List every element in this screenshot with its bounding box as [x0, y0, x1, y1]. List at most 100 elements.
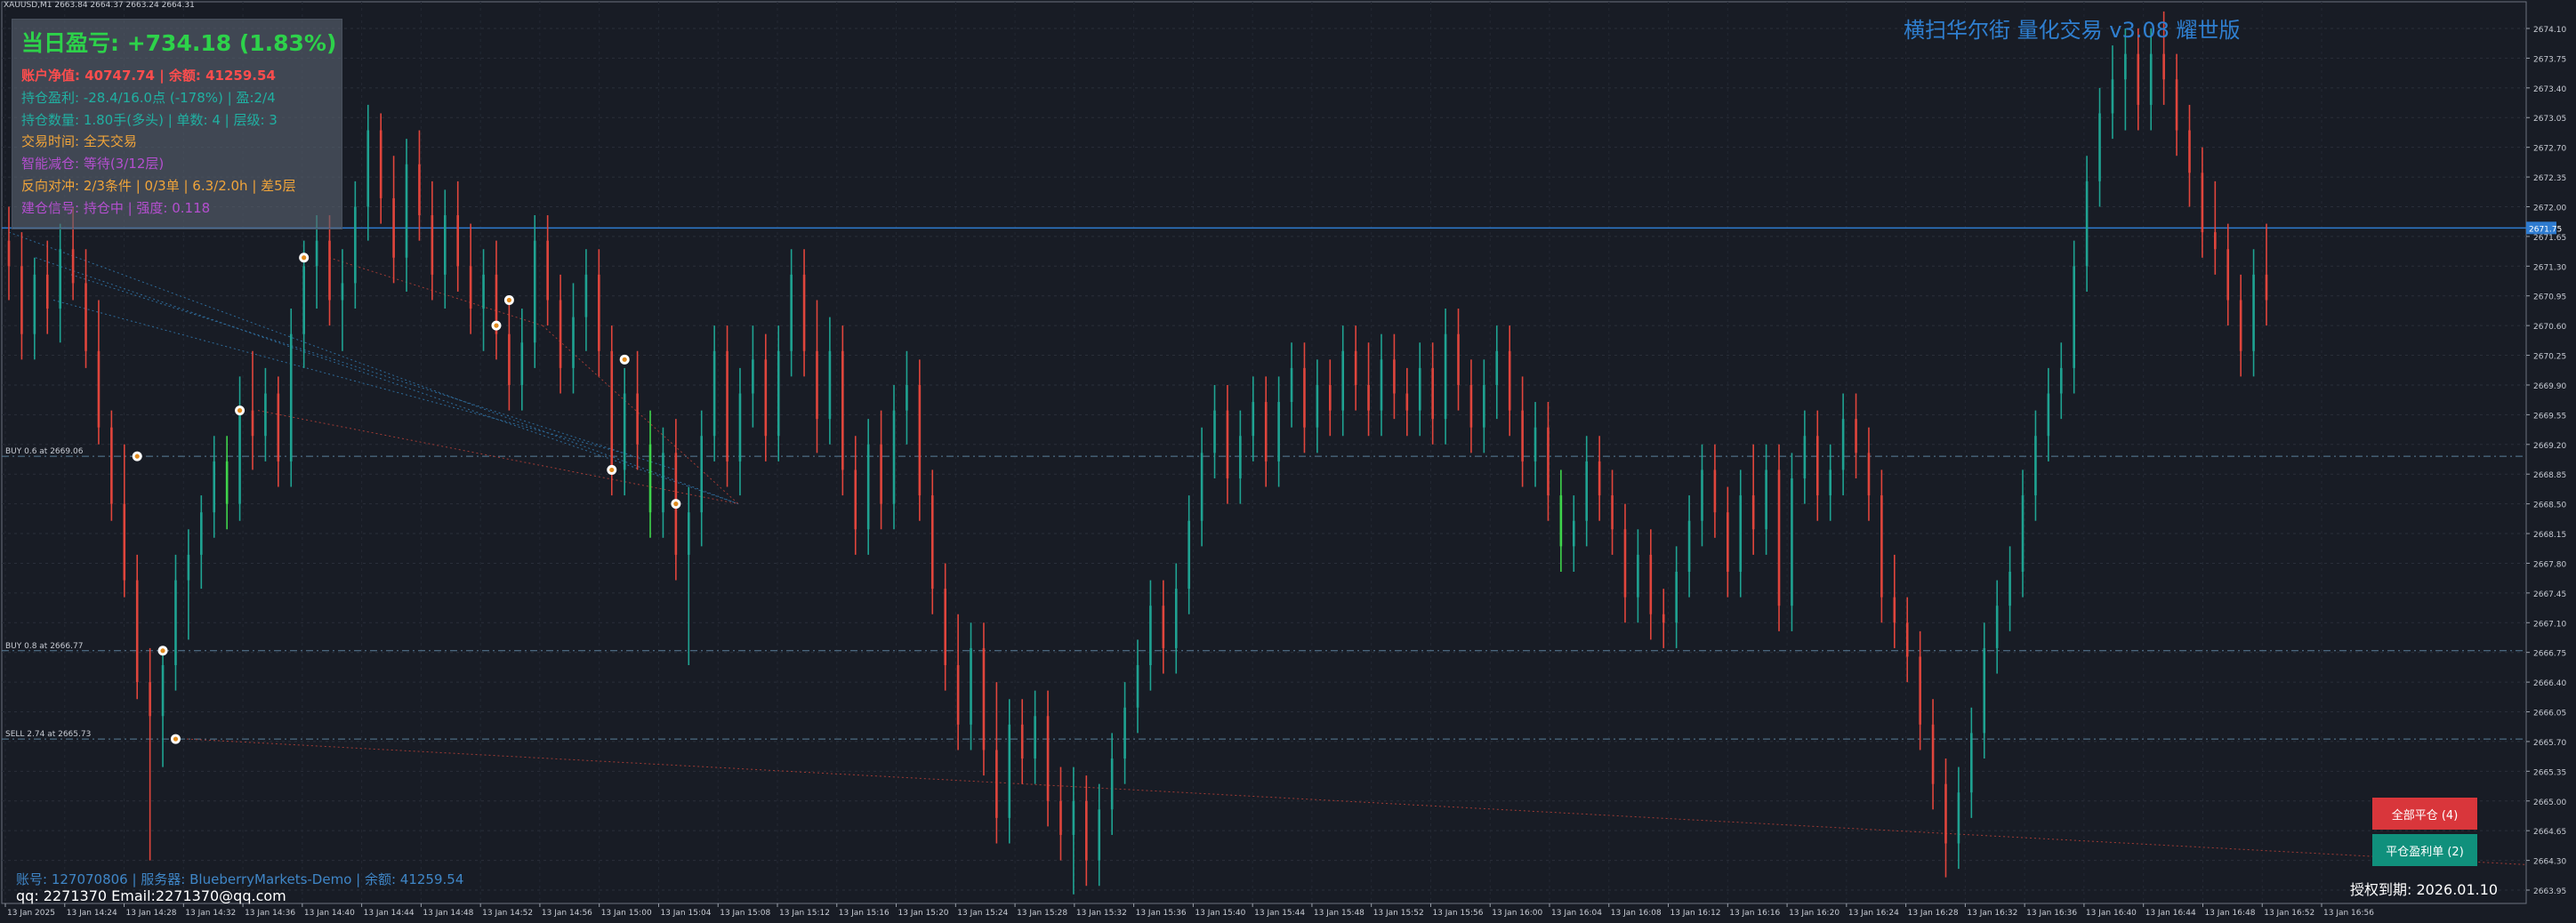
- time-axis-label: 13 Jan 15:00: [601, 909, 652, 918]
- candle-body: [1059, 800, 1062, 835]
- candle-body: [572, 317, 575, 368]
- candle-body: [1316, 384, 1319, 428]
- close-profit-button[interactable]: 平仓盈利单 (2): [2372, 834, 2477, 866]
- candle-body: [1534, 427, 1537, 462]
- price-axis-label: 2666.05: [2533, 710, 2566, 718]
- time-axis-label: 13 Jan 15:04: [660, 909, 711, 918]
- candle-body: [1662, 614, 1665, 623]
- candle-body: [1508, 350, 1511, 411]
- trade-connector: [542, 325, 739, 504]
- candle-body: [1791, 478, 1793, 606]
- candle-body: [1623, 529, 1627, 598]
- time-axis-label: 13 Jan 15:28: [1017, 909, 1067, 918]
- candle-body: [854, 470, 857, 530]
- time-axis-label: 13 Jan 15:48: [1314, 909, 1364, 918]
- trade-marker-dot: [673, 502, 679, 507]
- candle-body: [866, 444, 870, 530]
- candle-body: [906, 384, 908, 411]
- panel-row: 反向对冲: 2/3条件 | 0/3单 | 6.3/2.0h | 差5层: [21, 178, 296, 194]
- candle-body: [392, 197, 395, 258]
- candle-body: [1867, 453, 1871, 496]
- trade-connector: [8, 231, 739, 505]
- current-price-label: 2671.75: [2529, 225, 2562, 234]
- candle-body: [2085, 181, 2089, 267]
- candle-body: [1739, 495, 1743, 572]
- candle-body: [2059, 367, 2063, 394]
- candle-body: [110, 427, 113, 504]
- candle-body: [1995, 606, 1999, 648]
- price-axis-label: 2666.40: [2533, 679, 2566, 688]
- order-line-label: BUY 0.6 at 2669.06: [5, 447, 84, 456]
- price-axis-label: 2666.75: [2533, 650, 2566, 659]
- time-axis-label: 13 Jan 16:16: [1729, 909, 1780, 918]
- time-axis-label: 13 Jan 16:36: [2026, 909, 2077, 918]
- panel-row: 建仓信号: 持仓中 | 强度: 0.118: [21, 199, 211, 216]
- close-all-button[interactable]: 全部平仓 (4): [2372, 798, 2477, 830]
- candle-body: [97, 350, 101, 428]
- candle-body: [790, 274, 793, 351]
- candle-body: [1174, 589, 1178, 648]
- candle-body: [1020, 724, 1024, 759]
- candle-body: [1765, 470, 1767, 530]
- candle-body: [662, 453, 664, 513]
- price-axis-label: 2673.40: [2533, 85, 2566, 94]
- candle-body: [2098, 113, 2101, 181]
- order-line-label: BUY 0.8 at 2666.77: [5, 642, 83, 651]
- current-price-tag: [2526, 221, 2556, 235]
- candle-body: [2162, 53, 2165, 80]
- candle-body: [828, 350, 832, 420]
- candle-body: [1393, 359, 1396, 394]
- time-axis-label: 13 Jan 15:36: [1136, 909, 1187, 918]
- candle-body: [1405, 393, 1409, 411]
- trade-connector: [186, 738, 2527, 865]
- candle-body: [944, 589, 946, 666]
- candle-body: [559, 300, 562, 368]
- time-axis-label: 13 Jan 16:48: [2204, 909, 2255, 918]
- candle-body: [1418, 367, 1421, 411]
- symbol-info: XAUUSD,M1 2663.84 2664.37 2663.24 2664.3…: [4, 1, 195, 10]
- candle-body: [2021, 495, 2025, 572]
- price-axis-label: 2668.15: [2533, 531, 2566, 540]
- candle-body: [1046, 716, 1050, 801]
- candle-body: [302, 266, 305, 334]
- candle-body: [982, 647, 986, 750]
- candle-body: [7, 240, 11, 267]
- price-axis-label: 2671.30: [2533, 263, 2566, 272]
- time-axis-label: 13 Jan 14:28: [126, 909, 177, 918]
- candle-body: [598, 274, 600, 351]
- candle-body: [2149, 53, 2153, 105]
- candle-body: [33, 274, 36, 334]
- candle-body: [2188, 130, 2191, 173]
- candle-body: [995, 750, 998, 818]
- candle-body: [1162, 606, 1165, 648]
- price-axis-label: 2672.00: [2533, 204, 2566, 213]
- candle-body: [712, 350, 716, 437]
- time-axis-label: 13 Jan 14:32: [185, 909, 236, 918]
- candle-body: [546, 240, 549, 301]
- order-line-label: SELL 2.74 at 2665.73: [5, 730, 91, 739]
- time-axis-label: 13 Jan 14:44: [364, 909, 415, 918]
- trade-connector: [328, 257, 543, 326]
- price-axis-label: 2665.35: [2533, 768, 2566, 777]
- time-axis-label: 13 Jan 15:56: [1432, 909, 1483, 918]
- plot-frame: [1, 1, 2527, 904]
- candle-body: [1483, 384, 1485, 428]
- trade-marker-dot: [609, 467, 615, 473]
- price-axis-label: 2667.80: [2533, 560, 2566, 569]
- candle-body: [264, 393, 267, 437]
- candle-body: [366, 130, 370, 207]
- candle-body: [123, 503, 126, 581]
- candle-body: [354, 206, 357, 284]
- account-info: 账号: 127070806 | 服务器: BlueberryMarkets-De…: [16, 871, 464, 887]
- time-axis-label: 13 Jan 14:56: [542, 909, 592, 918]
- candle-body: [1983, 647, 1986, 734]
- trade-marker-dot: [173, 736, 179, 742]
- time-axis-label: 13 Jan 16:28: [1908, 909, 1959, 918]
- trade-marker-dot: [160, 648, 165, 654]
- candle-body: [918, 384, 922, 496]
- candle-body: [1687, 520, 1691, 572]
- price-axis-label: 2667.10: [2533, 620, 2566, 629]
- trade-connector: [52, 300, 624, 453]
- candle-body: [687, 512, 690, 555]
